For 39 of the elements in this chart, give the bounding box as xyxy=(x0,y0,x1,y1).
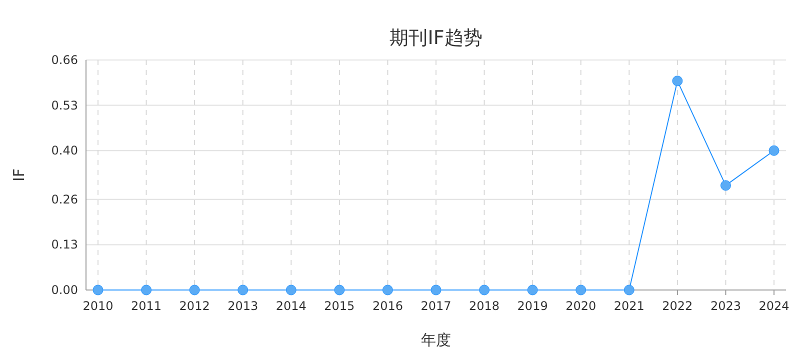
y-tick-label: 0.00 xyxy=(51,283,78,297)
point xyxy=(92,284,104,296)
point xyxy=(189,284,200,296)
y-tick-label: 0.26 xyxy=(51,192,78,206)
point xyxy=(527,284,538,296)
x-tick-label: 2016 xyxy=(372,299,403,313)
x-axis-title: 年度 xyxy=(421,331,451,349)
point xyxy=(382,284,393,296)
x-tick-label: 2015 xyxy=(324,299,355,313)
point xyxy=(238,284,248,296)
point xyxy=(768,145,780,156)
x-tick-label: 2012 xyxy=(179,299,210,313)
x-tick-label: 2014 xyxy=(276,299,306,313)
x-tick-label: 2019 xyxy=(517,299,548,313)
point xyxy=(624,284,634,296)
x-tick-label: 2010 xyxy=(82,299,114,313)
point xyxy=(286,284,296,296)
x-tick-label: 2013 xyxy=(228,299,258,313)
y-tick-label: 0.40 xyxy=(51,144,78,158)
x-tick-label: 2024 xyxy=(758,299,790,313)
y-tick-label: 0.13 xyxy=(51,238,78,252)
x-tick-label: 2023 xyxy=(710,299,741,313)
point xyxy=(141,284,152,296)
y-axis-title: IF xyxy=(10,168,28,182)
y-tick-label: 0.53 xyxy=(51,98,78,112)
x-tick-label: 2011 xyxy=(131,299,162,313)
point xyxy=(576,284,586,296)
point xyxy=(720,180,731,191)
point xyxy=(672,76,683,86)
point xyxy=(334,284,345,296)
chart-title: 期刊IF趋势 xyxy=(390,27,482,49)
y-tick-label: 0.66 xyxy=(51,53,78,67)
x-tick-label: 2018 xyxy=(469,299,500,313)
x-tick-label: 2022 xyxy=(662,299,693,313)
point xyxy=(479,284,490,296)
point xyxy=(430,284,442,296)
x-tick-label: 2021 xyxy=(614,299,644,313)
x-tick-label: 2017 xyxy=(420,299,452,313)
x-tick-label: 2020 xyxy=(566,299,596,313)
